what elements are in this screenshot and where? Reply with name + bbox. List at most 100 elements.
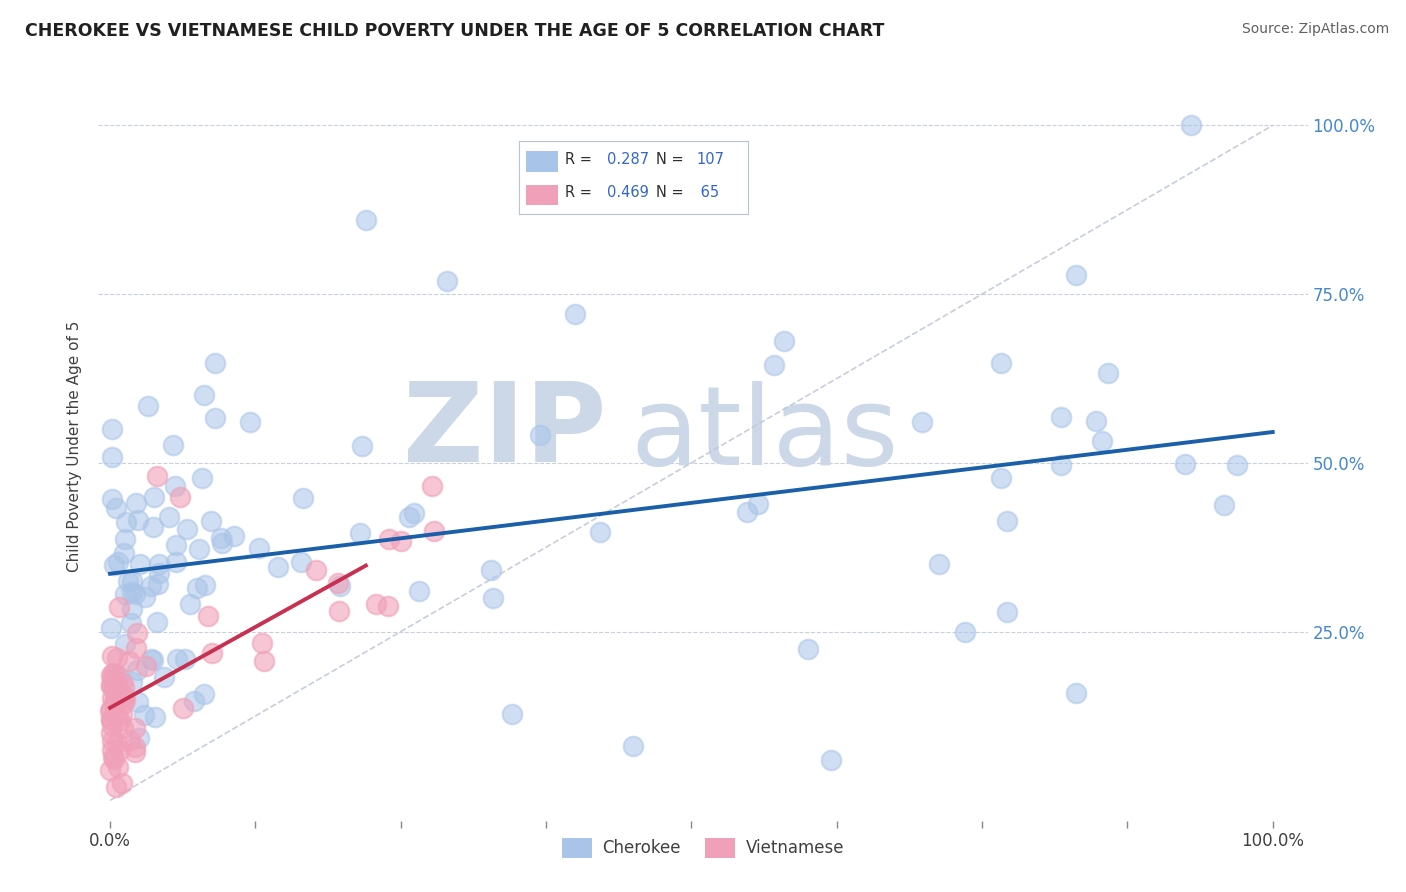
Point: [193, 687, 215, 701]
Point: [267, 560, 290, 574]
Point: [1084, 414, 1107, 428]
Point: [100, 702, 122, 716]
Point: [129, 558, 152, 572]
Point: [1050, 458, 1073, 473]
Point: [589, 524, 612, 539]
Point: [420, 479, 443, 493]
Point: [204, 411, 226, 425]
Point: [142, 653, 165, 667]
Point: [124, 745, 146, 759]
Point: [172, 701, 194, 715]
Point: [101, 718, 124, 732]
Point: [101, 750, 124, 764]
Point: [105, 680, 128, 694]
Point: [100, 704, 122, 718]
Point: [104, 500, 127, 515]
Point: [98, 763, 121, 777]
Point: [118, 732, 141, 747]
Point: [1180, 119, 1202, 133]
Point: [125, 641, 148, 656]
Point: [107, 555, 129, 569]
Text: R =: R =: [565, 185, 596, 200]
Point: [121, 585, 143, 599]
Point: [389, 534, 412, 549]
Point: [747, 497, 769, 511]
Point: [911, 415, 934, 429]
Point: [197, 608, 219, 623]
Text: 65: 65: [696, 185, 720, 200]
Point: [142, 520, 165, 534]
Point: [125, 626, 148, 640]
Point: [125, 496, 148, 510]
Point: [100, 679, 122, 693]
Point: [211, 536, 233, 550]
Point: [101, 666, 124, 681]
Point: [120, 615, 142, 630]
Point: [127, 513, 149, 527]
Point: [146, 615, 169, 629]
Point: [1213, 498, 1236, 512]
Bar: [526, 185, 558, 205]
Point: [148, 566, 170, 580]
Point: [1091, 434, 1114, 448]
Point: [398, 510, 420, 524]
Point: [354, 212, 377, 227]
Point: [114, 532, 136, 546]
Point: [404, 506, 426, 520]
Point: [179, 597, 201, 611]
Point: [1097, 367, 1119, 381]
Point: [128, 731, 150, 746]
Point: [104, 691, 127, 706]
Text: N =: N =: [657, 185, 689, 200]
Point: [183, 693, 205, 707]
Text: ZIP: ZIP: [404, 377, 606, 484]
Point: [139, 652, 162, 666]
Point: [408, 583, 430, 598]
Point: [501, 706, 523, 721]
Point: [820, 753, 842, 767]
Point: [436, 274, 458, 288]
Point: [479, 563, 502, 577]
Point: [114, 515, 136, 529]
Point: [118, 654, 141, 668]
Point: [252, 655, 274, 669]
Point: [482, 591, 505, 605]
Point: [127, 695, 149, 709]
Point: [104, 780, 127, 794]
Point: [186, 581, 208, 595]
Point: [187, 541, 209, 556]
Point: [105, 707, 128, 722]
Point: [239, 415, 262, 429]
Text: 0.287: 0.287: [607, 152, 650, 167]
Point: [166, 538, 188, 552]
Point: [101, 649, 124, 664]
Point: [117, 574, 139, 588]
Point: [529, 428, 551, 442]
Point: [193, 388, 215, 402]
Point: [100, 743, 122, 757]
Point: [100, 678, 122, 692]
Point: [101, 450, 124, 464]
Point: [148, 577, 170, 591]
Point: [329, 579, 352, 593]
Point: [112, 689, 135, 703]
Point: [105, 736, 128, 750]
Point: [169, 490, 191, 504]
Point: [107, 669, 129, 683]
Point: [209, 531, 232, 545]
Point: [1174, 457, 1197, 471]
Point: [378, 533, 401, 547]
Point: [136, 400, 159, 414]
Point: [290, 555, 312, 569]
Point: [377, 599, 399, 613]
Point: [101, 690, 124, 705]
Point: [108, 714, 131, 728]
Point: [953, 625, 976, 640]
Point: [247, 541, 270, 555]
Point: [114, 637, 136, 651]
Point: [162, 438, 184, 452]
Point: [165, 479, 187, 493]
Text: R =: R =: [565, 152, 596, 167]
Text: Source: ZipAtlas.com: Source: ZipAtlas.com: [1241, 22, 1389, 37]
Point: [107, 760, 129, 774]
